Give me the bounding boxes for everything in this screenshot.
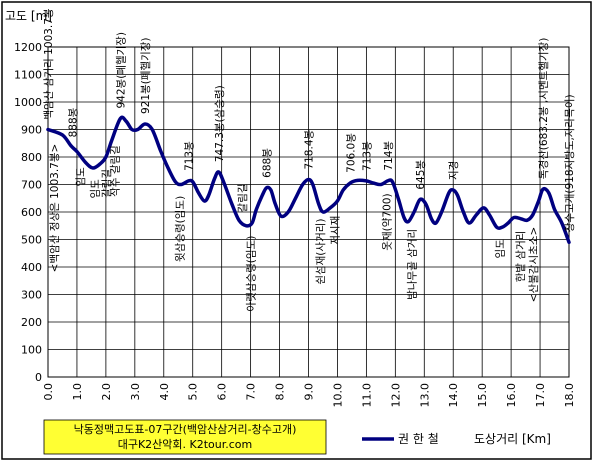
annotation-label: 갈림길 (100, 169, 113, 198)
title-line-2: 대구K2산악회. K2tour.com (118, 438, 253, 451)
annotation-label: 한밭 삼거리 (515, 231, 527, 283)
y-tick-label: 800 (21, 151, 42, 164)
annotation-label: 747.3봉(삼승령) (214, 85, 226, 162)
series-line (46, 115, 571, 245)
annotation-label: 706.0봉 (345, 133, 357, 173)
annotation-label: 백암산 삼거리 1003.7봉 (43, 8, 55, 119)
annotation-label: 임도 (74, 167, 87, 187)
legend-series-name: 권 한 철 (398, 432, 439, 446)
annotation-label: 645봉 (415, 160, 427, 190)
annotation-label: 옷재(약700) (382, 193, 394, 250)
x-tick-label: 6.0 (216, 383, 229, 401)
grid-lines (48, 47, 569, 377)
annotation-label: 714봉 (383, 141, 395, 171)
x-tick-labels: 0.0 1.0 2.0 3.0 4.0 5.0 6.0 7.0 8.0 9.0 10.0 11.0 12… (42, 383, 576, 408)
x-axis-label: 도상거리 [Km] (474, 432, 551, 446)
x-tick-label: 0.0 (42, 383, 55, 401)
x-tick-label: 13.0 (418, 383, 431, 408)
y-tick-label: 1200 (14, 41, 42, 54)
annotation-label: 아랫삼승령(임도) (245, 236, 258, 312)
x-tick-label: 12.0 (389, 383, 402, 408)
y-tick-label: 900 (21, 124, 42, 137)
annotation-label: 921봉(폐헬기장) (140, 37, 152, 114)
x-tick-label: 16.0 (505, 383, 518, 408)
x-tick-label: 14.0 (447, 383, 460, 408)
annotation-label: 갈림길 (236, 183, 249, 212)
x-tick-label: 1.0 (71, 383, 84, 401)
annotations: 백암산 삼거리 1003.7봉 888봉 942봉(폐헬기장) 921봉(폐헬기장) 7… (43, 8, 576, 311)
y-tick-label: 1100 (14, 69, 42, 82)
x-tick-label: 5.0 (187, 383, 200, 401)
y-tick-label: 300 (21, 289, 42, 302)
series-lines (46, 115, 571, 245)
x-tick-label: 8.0 (274, 383, 287, 401)
annotation-label: 지경 (447, 161, 460, 180)
x-tick-label: 2.0 (100, 383, 113, 401)
annotation-label: 713봉 (183, 141, 195, 171)
y-tick-label: 0 (35, 371, 42, 384)
annotation-label: 942봉(폐헬기장) (115, 32, 127, 109)
y-tick-label: 1000 (14, 96, 42, 109)
title-box (43, 419, 327, 455)
annotation-label: 독경산(683.2봉 ,시멘트헬기장) (537, 38, 550, 180)
annotation-label: 688봉 (262, 148, 274, 178)
x-tick-label: 9.0 (303, 383, 316, 401)
annotation-label: 888봉 (68, 107, 80, 137)
annotation-label: 쉰섬재(사거리) (315, 219, 327, 285)
x-tick-label: 10.0 (331, 383, 344, 408)
x-tick-label: 4.0 (158, 383, 171, 401)
y-tick-label: 400 (21, 261, 42, 274)
x-tick-label: 3.0 (129, 383, 142, 401)
legend: 권 한 철 (362, 432, 439, 446)
y-tick-label: 600 (21, 206, 42, 219)
x-tick-label: 11.0 (360, 383, 373, 408)
annotation-label: <산불감시초소> (528, 227, 540, 303)
annotation-label: 윗삼승령(임도) (174, 196, 187, 262)
annotation-label: 임도 (494, 239, 507, 259)
annotation-label: 713봉 (361, 141, 373, 171)
x-tick-label: 17.0 (534, 383, 547, 408)
annotation-label: 창수고개(918지방도,자라목이) (564, 94, 576, 232)
x-tick-label: 18.0 (563, 383, 576, 408)
y-tick-label: 200 (21, 316, 42, 329)
annotation-label: 밤나무골 삼거리 (406, 229, 418, 300)
annotation-label: 삭수 갈림길 (109, 145, 122, 197)
title-line-1: 낙동정맥고도표-07구간(백암산삼거리-창수고개) (74, 423, 297, 436)
x-tick-label: 7.0 (245, 383, 258, 401)
annotation-label: 저시재 (330, 216, 342, 245)
annotation-label: 718.4봉 (304, 129, 316, 169)
annotation-label: <백암산 정상은 1003.7봉> (49, 144, 61, 273)
y-tick-label: 100 (21, 344, 42, 357)
y-axis-label: 고도 [m] (5, 9, 52, 23)
annotation-label: 임도 (88, 179, 101, 199)
y-tick-label: 500 (21, 234, 42, 247)
y-tick-label: 700 (21, 179, 42, 192)
x-tick-label: 15.0 (476, 383, 489, 408)
y-tick-labels: 0 100 200 300 400 500 600 700 800 900 1000 1100 1200 (14, 41, 42, 384)
